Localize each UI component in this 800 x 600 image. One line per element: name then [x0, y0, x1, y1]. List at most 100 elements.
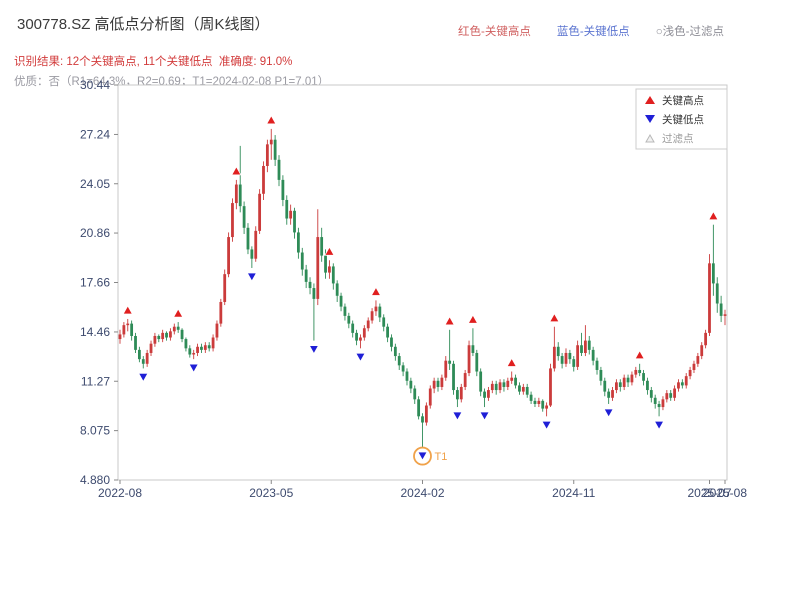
- candle-body: [130, 323, 134, 336]
- candle-body: [390, 337, 393, 347]
- candle-body: [649, 390, 653, 398]
- y-tick-label: 4.880: [80, 473, 110, 487]
- candle-body: [545, 405, 549, 409]
- candle-body: [448, 360, 452, 364]
- candle-body: [308, 281, 312, 289]
- candle-body: [599, 369, 603, 381]
- t1-label: T1: [435, 451, 448, 463]
- candle-body: [436, 380, 440, 387]
- candle-body: [424, 405, 428, 423]
- candle-body: [215, 323, 219, 338]
- legend-label: 关键高点: [662, 94, 704, 107]
- x-axis: 2022-08 2023-05 2024-02 2024-11 2025-072025-…: [98, 480, 747, 500]
- candle-body: [479, 371, 483, 392]
- candle-body: [680, 382, 684, 386]
- candle-body: [157, 335, 161, 340]
- key-high-marker: [122, 305, 133, 315]
- candle-body: [343, 306, 347, 316]
- key-low-marker: [541, 420, 552, 431]
- candle-body: [172, 326, 176, 332]
- candle-body: [118, 334, 122, 340]
- y-axis: 4.880 8.075 11.27 14.46 17.66 20.86 24.05 27.24…: [80, 78, 118, 487]
- candle-body: [417, 399, 421, 417]
- candle-body: [339, 295, 343, 307]
- candle-body: [312, 288, 316, 299]
- candle-body: [374, 306, 378, 312]
- candle-body: [642, 373, 645, 381]
- candle-body: [510, 377, 514, 381]
- y-tick-label: 11.27: [81, 374, 110, 388]
- t1-annotation: T1: [413, 446, 448, 466]
- candle-body: [300, 252, 304, 270]
- y-tick-label: 8.075: [80, 424, 110, 438]
- candle-body: [467, 345, 471, 374]
- candle-body: [704, 332, 708, 346]
- candle-body: [580, 345, 583, 353]
- key-low-marker: [188, 363, 199, 373]
- key-high-marker: [444, 316, 455, 326]
- candle-body: [684, 376, 688, 386]
- key-low-marker: [138, 373, 149, 383]
- candle-body: [673, 388, 676, 398]
- candle-body: [320, 237, 324, 256]
- candle-body: [615, 382, 618, 391]
- candle-body: [459, 386, 463, 400]
- candle-body: [207, 345, 211, 349]
- key-high-marker: [549, 312, 560, 323]
- candle-body: [359, 337, 362, 341]
- candle-body: [137, 349, 141, 360]
- candle-body: [277, 159, 281, 180]
- key-low-marker: [653, 420, 665, 431]
- candle-body: [370, 311, 374, 321]
- candle-body: [591, 349, 595, 361]
- candle-body: [428, 388, 432, 406]
- candle-body: [196, 346, 199, 353]
- candle-body: [630, 374, 634, 383]
- candle-body: [153, 335, 157, 344]
- candle-body: [463, 373, 467, 387]
- candle-body: [296, 232, 300, 253]
- key-low-markers: [138, 272, 665, 461]
- candle-body: [386, 326, 389, 338]
- x-tick-label: 2025-07: [687, 486, 731, 500]
- candle-body: [556, 346, 560, 357]
- candle-body: [331, 266, 335, 284]
- candle-body: [661, 399, 665, 408]
- candle-body: [250, 249, 254, 259]
- candle-body: [219, 301, 223, 324]
- candle-body: [494, 383, 498, 391]
- candle-body: [711, 263, 715, 284]
- candle-body: [223, 274, 227, 302]
- candle-body: [560, 356, 564, 364]
- candle-body: [413, 388, 417, 400]
- candle-body: [719, 303, 723, 316]
- key-low-marker: [355, 352, 366, 363]
- candle-body: [696, 356, 700, 364]
- candle-body: [576, 345, 580, 367]
- candle-body: [568, 352, 572, 360]
- candle-body: [355, 332, 358, 341]
- candle-body: [238, 184, 242, 207]
- candle-body: [234, 184, 238, 204]
- candle-body: [126, 323, 130, 326]
- candle-body: [231, 203, 234, 238]
- recognition-result-line: 识别结果: 12个关键高点, 11个关键低点 准确度: 91.0%: [14, 56, 293, 68]
- candle-body: [122, 325, 126, 335]
- candle-body: [603, 380, 607, 392]
- key-high-marker: [467, 314, 479, 324]
- x-tick-label: 2024-02: [400, 486, 444, 500]
- candle-body: [265, 144, 269, 166]
- top-legend-key-high: 红色-关键高点: [458, 26, 531, 38]
- candle-body: [246, 227, 250, 250]
- candle-body: [362, 328, 366, 338]
- candle-body: [622, 377, 626, 387]
- x-tick-label: 2024-11: [552, 486, 595, 500]
- candle-body: [541, 400, 545, 409]
- candle-body: [669, 393, 673, 398]
- candle-body: [529, 394, 533, 401]
- candle-body: [316, 237, 320, 299]
- key-low-marker: [479, 411, 490, 421]
- candle-body: [638, 369, 642, 374]
